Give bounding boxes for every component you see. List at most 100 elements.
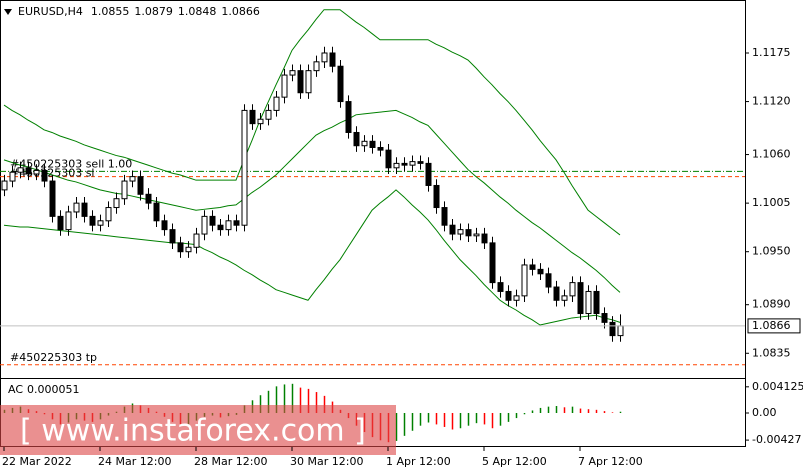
candle-body — [153, 202, 160, 222]
candle-body — [65, 211, 72, 231]
candle-body — [257, 118, 264, 125]
ohlc-low: 1.0848 — [178, 5, 217, 18]
indicator-label: AC — [8, 383, 23, 396]
order-label: #450225303 sell 1.00 — [10, 157, 132, 170]
candle-body — [609, 321, 616, 337]
candle-body — [345, 101, 352, 133]
ohlc-open: 1.0855 — [91, 5, 130, 18]
candle-body — [465, 229, 472, 237]
y-tick-label: 1.1005 — [752, 196, 791, 209]
y-tick-label: 1.0950 — [752, 245, 791, 258]
candle-body — [137, 176, 144, 195]
candle-body — [129, 176, 136, 182]
candle-body — [529, 264, 536, 270]
candle-body — [121, 180, 128, 200]
candle-body — [193, 233, 200, 248]
candle-body — [1, 180, 8, 191]
candle-body — [481, 233, 488, 244]
candle-body — [89, 215, 96, 226]
candle-body — [297, 70, 304, 94]
price-box — [747, 318, 801, 334]
candle-body — [425, 162, 432, 186]
watermark-group: [ www.instaforex.com ] — [0, 405, 396, 455]
candle-body — [97, 220, 104, 226]
candle-body — [321, 52, 328, 63]
indicator-current: 0.000051 — [27, 383, 80, 396]
symbol: EURUSD,H4 — [18, 5, 83, 18]
candle-body — [553, 286, 560, 301]
candle-body — [337, 65, 344, 103]
candle-body — [33, 169, 40, 175]
indicator-title: AC 0.000051 — [8, 383, 80, 396]
candle-body — [497, 282, 504, 292]
candle-body — [353, 131, 360, 147]
ohlc-close: 1.0866 — [221, 5, 260, 18]
candle-body — [617, 325, 624, 337]
candle-body — [25, 167, 32, 175]
y-tick-label: 1.1060 — [752, 148, 791, 161]
candle-body — [281, 74, 288, 98]
indicator-y-tick-label: -0.00427 — [752, 433, 801, 446]
plot-frame — [0, 0, 746, 447]
candle-body — [57, 215, 64, 231]
candle-body — [161, 220, 168, 231]
candle-body — [289, 70, 296, 76]
candle-body — [313, 61, 320, 72]
candle-body — [561, 295, 568, 301]
candle-body — [241, 109, 248, 226]
menu-arrow — [4, 9, 12, 15]
watermark: [ www.instaforex.com ] — [20, 414, 366, 449]
candle-body — [545, 273, 552, 288]
candle-body — [105, 207, 112, 222]
order-label: #450225303 tp — [10, 351, 97, 364]
bollinger-band — [3, 109, 621, 293]
candle-body — [265, 109, 272, 120]
candle-body — [417, 161, 424, 164]
candle-body — [409, 161, 416, 166]
candle-body — [169, 229, 176, 244]
candle-body — [41, 169, 48, 182]
x-tick-label: 1 Apr 12:00 — [386, 455, 451, 468]
x-tick-label: 7 Apr 12:00 — [578, 455, 643, 468]
x-tick-label: 24 Mar 12:00 — [98, 455, 171, 468]
candle-body — [601, 313, 608, 323]
candle-body — [489, 242, 496, 284]
candle-body — [401, 162, 408, 166]
candle-body — [73, 202, 80, 213]
y-tick-label: 1.1120 — [752, 95, 791, 108]
candle-body — [377, 146, 384, 151]
plot-area: #450225303 sell 1.00#450225303 sl#450225… — [0, 9, 745, 443]
candle-body — [521, 264, 528, 297]
bollinger-band — [3, 189, 621, 326]
y-tick-label: 1.0835 — [752, 346, 791, 359]
y-tick-label: 1.1175 — [752, 46, 791, 59]
candle-body — [49, 180, 56, 217]
y-tick-label: 1.0890 — [752, 298, 791, 311]
candle-body — [249, 109, 256, 125]
ohlc-high: 1.0879 — [134, 5, 173, 18]
candle-body — [177, 242, 184, 253]
candle-body — [145, 193, 152, 204]
candle-body — [17, 167, 24, 173]
candle-body — [433, 184, 440, 209]
candle-body — [361, 140, 368, 147]
candle-body — [225, 220, 232, 231]
candle-body — [441, 207, 448, 226]
candle-body — [585, 290, 592, 315]
indicator-y-tick-label: 0.004125 — [752, 380, 803, 393]
x-tick-label: 30 Mar 12:00 — [290, 455, 363, 468]
candle-body — [449, 224, 456, 235]
current-price: 1.0866 — [752, 319, 791, 332]
candle-body — [201, 215, 208, 235]
x-tick-label: 28 Mar 12:00 — [194, 455, 267, 468]
x-tick-label: 5 Apr 12:00 — [482, 455, 547, 468]
candle-body — [209, 215, 216, 226]
candle-body — [393, 162, 400, 169]
candle-body — [513, 295, 520, 301]
watermark-band — [0, 405, 396, 455]
candle-body — [385, 149, 392, 169]
candle-body — [233, 220, 240, 226]
candle-body — [505, 290, 512, 301]
chart-title: EURUSD,H4 1.0855 1.0879 1.0848 1.0866 — [18, 5, 260, 18]
